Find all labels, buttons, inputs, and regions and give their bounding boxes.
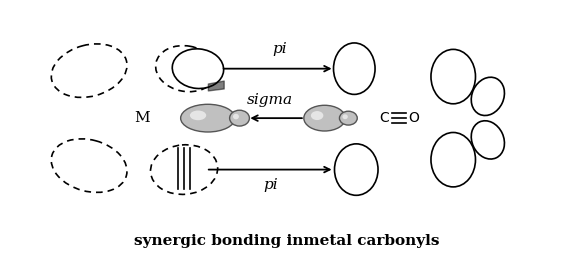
Ellipse shape (233, 114, 239, 119)
Ellipse shape (156, 46, 217, 92)
Ellipse shape (343, 114, 348, 119)
Ellipse shape (304, 105, 346, 131)
Ellipse shape (472, 77, 504, 116)
Ellipse shape (229, 110, 250, 126)
Text: pi: pi (273, 42, 288, 56)
Text: synergic bonding inmetal carbonyls: synergic bonding inmetal carbonyls (134, 234, 440, 248)
Text: M: M (134, 111, 150, 125)
Ellipse shape (172, 49, 224, 89)
Ellipse shape (151, 145, 218, 194)
Text: O: O (408, 111, 419, 125)
Ellipse shape (431, 49, 476, 104)
Ellipse shape (190, 111, 206, 120)
Ellipse shape (335, 144, 378, 195)
Ellipse shape (51, 44, 127, 97)
Ellipse shape (51, 139, 127, 192)
Ellipse shape (334, 43, 375, 94)
Text: pi: pi (263, 178, 278, 192)
Ellipse shape (431, 133, 476, 187)
Ellipse shape (339, 111, 357, 125)
Text: sigma: sigma (247, 93, 293, 107)
Ellipse shape (472, 121, 504, 159)
Ellipse shape (311, 111, 323, 120)
Ellipse shape (181, 104, 235, 132)
Text: C: C (379, 111, 389, 125)
